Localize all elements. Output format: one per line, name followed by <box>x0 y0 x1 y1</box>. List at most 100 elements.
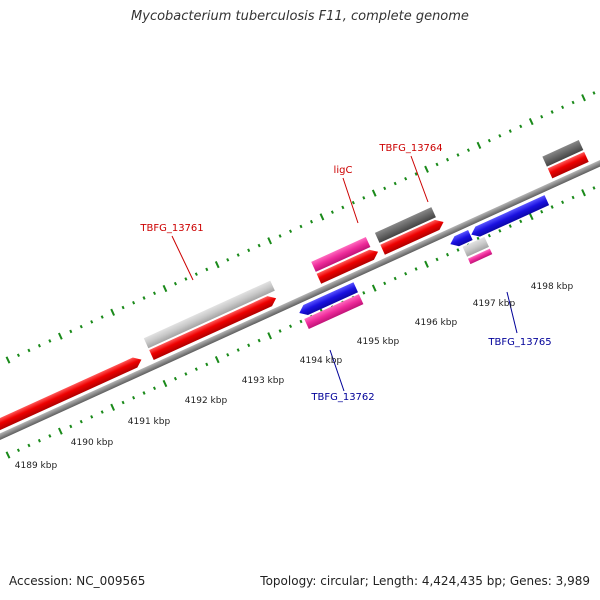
inner-scale-minor-tick <box>362 291 366 295</box>
inner-scale-major-tick <box>581 189 586 197</box>
inner-scale-minor-tick <box>79 419 83 424</box>
gene-red-forward-lig-c[interactable] <box>316 247 381 284</box>
outer-scale-minor-tick <box>236 253 240 257</box>
gene-blue-reverse-2[interactable] <box>448 229 473 249</box>
inner-scale-minor-tick <box>184 372 188 376</box>
inner-scale-minor-tick <box>205 362 209 367</box>
outer-scale-minor-tick <box>456 153 460 157</box>
inner-scale-minor-tick <box>445 252 450 257</box>
outer-scale-minor-tick <box>445 157 450 162</box>
outer-scale-minor-tick <box>16 353 21 358</box>
outer-scale-minor-tick <box>79 324 83 329</box>
outer-scale-minor-tick <box>142 296 146 300</box>
gene-darkgray-forward-edge[interactable] <box>542 139 584 167</box>
tick-label-4189: 4189 kbp <box>15 461 58 471</box>
leader-line-tbfg-13762 <box>329 349 345 392</box>
gene-lightgray-reverse[interactable] <box>462 236 489 257</box>
outer-scale-major-tick <box>319 213 325 221</box>
inner-scale-minor-tick <box>90 415 94 419</box>
gene-label-tbfg-13761[interactable]: TBFG_13761 <box>139 223 203 234</box>
outer-scale-minor-tick <box>540 114 544 119</box>
inner-scale-minor-tick <box>550 205 554 209</box>
outer-scale-minor-tick <box>466 148 471 152</box>
gene-red-forward-tbfg-13761[interactable] <box>149 293 278 361</box>
gene-magenta-forward-lig-c[interactable] <box>311 237 371 272</box>
inner-scale-minor-tick <box>173 376 178 381</box>
inner-scale-minor-tick <box>27 443 31 448</box>
gene-blue-reverse-1[interactable] <box>297 282 359 318</box>
outer-scale-minor-tick <box>309 219 314 224</box>
gene-magenta-reverse-tbfg-13765[interactable] <box>467 248 493 265</box>
outer-scale-minor-tick <box>100 315 104 319</box>
inner-tick-track <box>5 186 596 459</box>
gene-red-forward-tbfg-13764[interactable] <box>380 217 446 255</box>
gene-red-forward-edge[interactable] <box>547 151 589 179</box>
outer-scale-minor-tick <box>508 129 512 133</box>
outer-scale-minor-tick <box>362 196 366 200</box>
gene-label-lig-c[interactable]: ligC <box>334 165 353 176</box>
outer-scale-minor-tick <box>561 105 565 110</box>
outer-scale-major-tick <box>57 332 63 340</box>
outer-scale-minor-tick <box>278 234 282 238</box>
inner-scale-minor-tick <box>592 186 596 190</box>
inner-scale-minor-tick <box>152 386 157 391</box>
outer-scale-major-tick <box>214 260 220 269</box>
outer-scale-minor-tick <box>414 172 418 176</box>
outer-scale-major-tick <box>424 165 429 173</box>
genome-backbone <box>0 123 600 477</box>
genes-value: 3,989 <box>555 574 590 588</box>
gene-red-forward-1[interactable] <box>0 355 144 453</box>
inner-scale-minor-tick <box>121 400 125 405</box>
outer-scale-major-tick <box>110 308 116 316</box>
gene-blue-reverse-3[interactable] <box>469 195 550 239</box>
accession-label: Accession: <box>9 574 73 588</box>
gene-label-tbfg-13765[interactable]: TBFG_13765 <box>487 337 551 348</box>
outer-scale-minor-tick <box>498 134 502 138</box>
inner-scale-major-tick <box>424 260 429 268</box>
inner-scale-minor-tick <box>404 271 408 276</box>
map-title: Mycobacterium tuberculosis F11, complete… <box>131 9 469 24</box>
tick-label-4195: 4195 kbp <box>357 337 400 347</box>
gene-magenta-reverse-tbfg-13762[interactable] <box>304 294 364 329</box>
outer-scale-major-tick <box>267 237 273 245</box>
inner-scale-major-tick <box>5 451 11 459</box>
outer-scale-minor-tick <box>341 205 345 210</box>
tick-label-4196: 4196 kbp <box>415 318 458 328</box>
inner-scale-minor-tick <box>508 224 512 228</box>
inner-scale-minor-tick <box>561 200 565 205</box>
outer-scale-minor-tick <box>299 224 303 229</box>
leader-line-lig-c <box>342 177 359 224</box>
inner-scale-minor-tick <box>278 329 282 333</box>
inner-scale-minor-tick <box>393 276 397 281</box>
outer-scale-minor-tick <box>48 339 52 343</box>
topology-value: circular; <box>320 574 369 588</box>
inner-scale-major-tick <box>110 403 116 411</box>
inner-scale-minor-tick <box>37 438 41 443</box>
outer-scale-major-tick <box>476 141 482 150</box>
inner-scale-minor-tick <box>48 434 52 438</box>
inner-scale-minor-tick <box>299 319 303 324</box>
outer-scale-minor-tick <box>152 291 157 296</box>
outer-scale-minor-tick <box>393 181 397 186</box>
outer-scale-major-tick <box>5 356 11 364</box>
inner-scale-minor-tick <box>16 448 21 453</box>
inner-scale-minor-tick <box>519 219 523 224</box>
outer-scale-minor-tick <box>435 162 439 167</box>
outer-scale-minor-tick <box>550 110 554 114</box>
genome-stats: Topology: circular; Length: 4,424,435 bp… <box>260 574 590 588</box>
outer-scale-minor-tick <box>330 210 334 214</box>
tick-label-4191: 4191 kbp <box>128 417 171 427</box>
tick-label-4190: 4190 kbp <box>71 438 114 448</box>
inner-scale-minor-tick <box>257 338 261 343</box>
outer-scale-minor-tick <box>383 186 387 191</box>
gene-darkgray-forward[interactable] <box>374 207 436 243</box>
leader-line-tbfg-13764 <box>410 155 429 203</box>
gene-label-tbfg-13764[interactable]: TBFG_13764 <box>378 143 442 154</box>
gene-label-tbfg-13762[interactable]: TBFG_13762 <box>310 392 374 403</box>
inner-scale-minor-tick <box>414 267 418 271</box>
inner-scale-minor-tick <box>288 324 293 329</box>
outer-scale-minor-tick <box>132 300 136 305</box>
gene-lightgray-forward[interactable] <box>143 280 275 349</box>
inner-scale-minor-tick <box>247 343 251 348</box>
leader-line-tbfg-13761 <box>171 235 194 281</box>
